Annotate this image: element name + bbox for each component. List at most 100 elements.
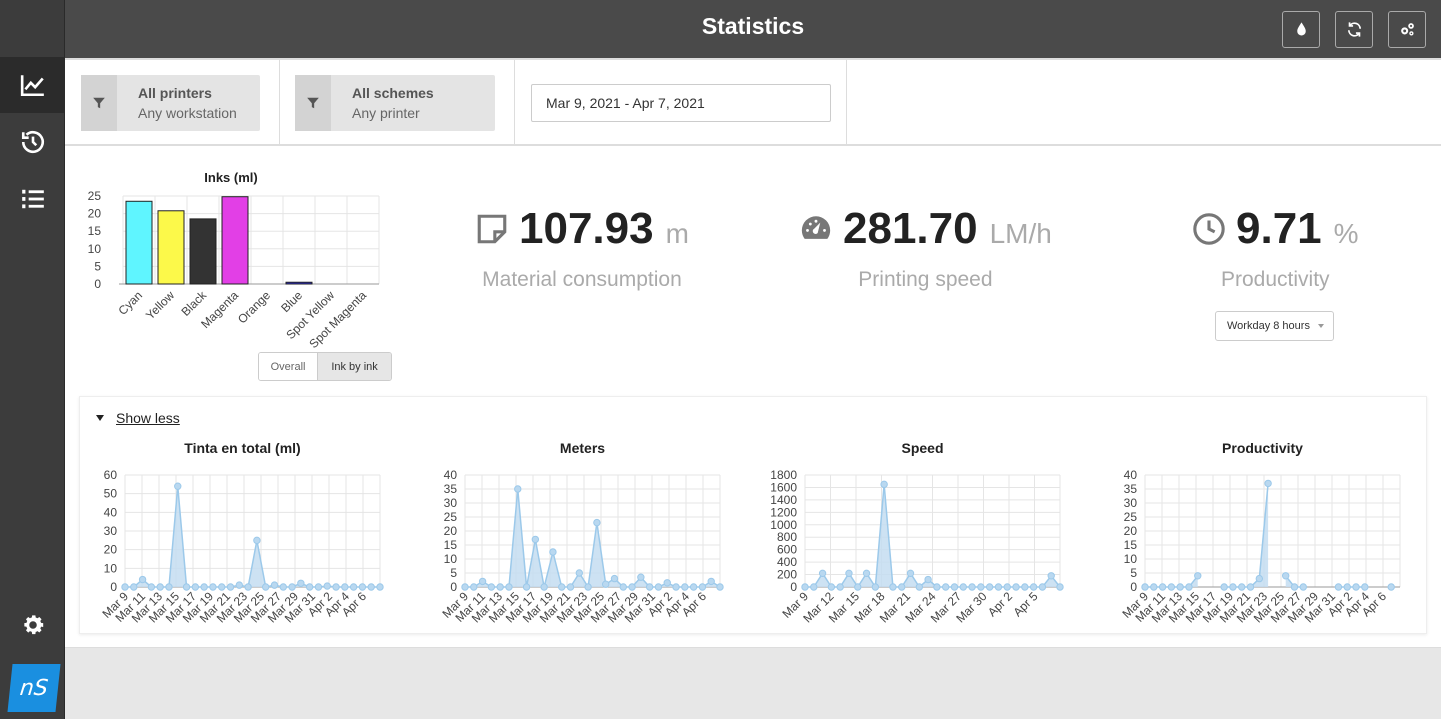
y-tick-label: 0 — [94, 277, 101, 291]
material-unit: m — [665, 218, 689, 249]
y-tick-label: 5 — [1130, 566, 1137, 580]
y-tick-label: 25 — [444, 510, 458, 524]
y-tick-label: 15 — [1124, 538, 1138, 552]
main-content: Inks (ml) 0 5 10 15 20 25 Cyan Yellow Black Magent… — [65, 146, 1441, 648]
data-point — [1299, 583, 1307, 591]
y-tick-label: 5 — [94, 259, 101, 273]
y-tick-label: 10 — [88, 242, 102, 256]
workday-select[interactable]: Workday 8 hours — [1215, 311, 1334, 341]
printer-filter[interactable]: All printers Any workstation — [81, 75, 260, 131]
list-icon — [21, 189, 44, 209]
data-point — [619, 583, 627, 591]
data-point — [1056, 583, 1064, 591]
y-tick-label: 30 — [104, 524, 118, 538]
data-point — [209, 583, 217, 591]
sidebar-item-history[interactable] — [0, 114, 65, 170]
y-tick-label: 1800 — [770, 468, 797, 482]
settings-button[interactable] — [1388, 11, 1426, 48]
sidebar-item-settings[interactable] — [0, 597, 65, 653]
productivity-unit: % — [1333, 218, 1359, 249]
divider — [846, 60, 847, 146]
filter-bar: All printers Any workstation All schemes… — [65, 60, 1441, 146]
header: Statistics — [65, 0, 1441, 60]
history-icon — [21, 130, 44, 154]
data-point — [898, 583, 906, 591]
page-title: Statistics — [701, 13, 805, 39]
y-tick-label: 20 — [104, 543, 118, 557]
speed-label: Printing speed — [858, 268, 993, 291]
data-point — [827, 583, 836, 591]
data-point — [933, 583, 941, 591]
caret-down-icon — [1318, 324, 1324, 328]
refresh-button[interactable] — [1335, 11, 1373, 48]
data-point — [584, 583, 592, 591]
speed-chart: Speed020040060080010001200140016001800Ma… — [770, 440, 1064, 626]
y-tick-label: 400 — [777, 555, 797, 569]
caret-down-icon — [96, 415, 104, 421]
data-point — [601, 580, 610, 588]
y-tick-label: 30 — [444, 496, 458, 510]
data-point — [191, 583, 200, 591]
y-tick-label: 0 — [110, 580, 117, 594]
material-value: 107.93 — [519, 204, 654, 253]
data-point — [906, 569, 915, 578]
y-tick-label: 40 — [1124, 468, 1138, 482]
y-tick-label: 0 — [790, 580, 797, 594]
bar-cyan — [125, 200, 153, 285]
ink-drop-icon — [1296, 22, 1306, 36]
area-fill — [465, 489, 720, 587]
data-point — [845, 569, 853, 578]
data-point — [358, 583, 367, 591]
charts-panel: Show less Tinta en total (ml) 0 10 20 30 40 50… — [79, 396, 1427, 634]
data-point — [121, 583, 129, 591]
data-point — [610, 574, 619, 583]
data-point — [1150, 583, 1158, 591]
data-point — [818, 569, 827, 578]
data-point — [707, 577, 715, 586]
sidebar-item-statistics[interactable] — [0, 57, 65, 113]
y-tick-label: 10 — [104, 561, 118, 575]
data-point — [470, 583, 478, 591]
data-point — [637, 573, 645, 581]
show-less-toggle[interactable]: Show less — [96, 410, 180, 426]
y-tick-label: 200 — [777, 568, 797, 582]
data-point — [810, 583, 818, 591]
data-point — [959, 583, 967, 591]
data-point — [681, 583, 689, 591]
x-tick-label: Apr 2 — [985, 589, 1015, 619]
data-point — [314, 583, 323, 591]
data-point — [376, 583, 384, 591]
overall-toggle-button[interactable]: Overall — [259, 353, 319, 380]
y-tick-label: 0 — [450, 580, 457, 594]
sidebar-item-list[interactable] — [0, 171, 65, 227]
data-point — [244, 583, 252, 591]
ink-view-toggle: Overall Ink by ink — [258, 352, 392, 381]
data-point — [1012, 583, 1020, 591]
data-point — [218, 583, 226, 591]
ink-button[interactable] — [1282, 11, 1320, 48]
data-point — [496, 583, 504, 591]
date-range-input[interactable]: Mar 9, 2021 - Apr 7, 2021 — [531, 84, 831, 122]
data-point — [985, 583, 994, 591]
data-point — [461, 583, 469, 591]
data-point — [1185, 583, 1193, 591]
data-point — [235, 581, 244, 589]
data-point — [871, 583, 880, 591]
speed-value: 281.70 — [843, 204, 978, 253]
scheme-filter[interactable]: All schemes Any printer — [295, 75, 495, 131]
y-tick-label: 15 — [88, 224, 102, 238]
data-point — [130, 583, 138, 591]
data-point — [1255, 574, 1264, 583]
x-tick-label: Orange — [235, 288, 273, 326]
note-icon — [477, 214, 507, 244]
data-point — [1352, 583, 1360, 591]
data-point — [478, 577, 487, 586]
data-point — [1246, 583, 1255, 591]
data-point — [200, 583, 208, 591]
data-point — [1021, 583, 1029, 591]
y-tick-label: 35 — [444, 482, 458, 496]
data-point — [941, 583, 950, 591]
ink-by-ink-toggle-button[interactable]: Ink by ink — [318, 353, 391, 380]
gear-icon — [23, 615, 43, 635]
